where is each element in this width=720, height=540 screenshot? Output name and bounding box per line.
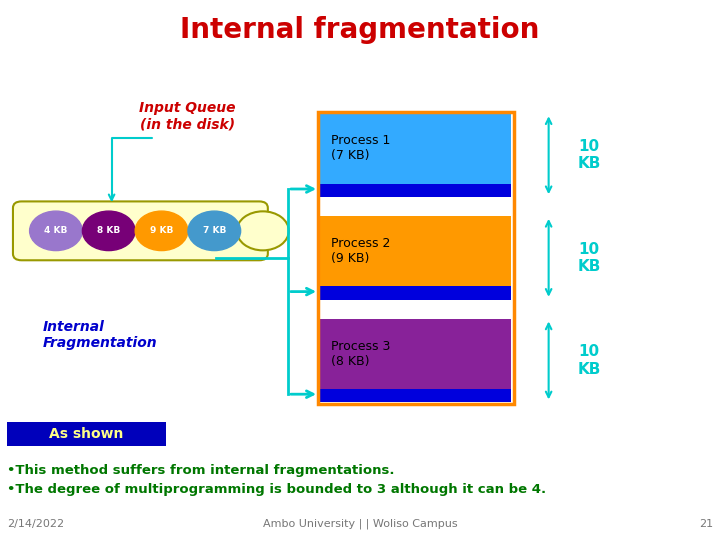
Text: Internal fragmentation: Internal fragmentation <box>180 16 540 44</box>
Text: 9 KB: 9 KB <box>150 226 174 235</box>
Text: Input Queue
(in the disk): Input Queue (in the disk) <box>139 101 235 131</box>
FancyBboxPatch shape <box>13 201 268 260</box>
Text: •The degree of multiprogramming is bounded to 3 although it can be 4.: •The degree of multiprogramming is bound… <box>7 483 546 496</box>
Text: Ambo University | | Woliso Campus: Ambo University | | Woliso Campus <box>263 519 457 529</box>
Text: •This method suffers from internal fragmentations.: •This method suffers from internal fragm… <box>7 464 395 477</box>
Bar <box>7 422 166 446</box>
Bar <box>320 216 511 300</box>
Circle shape <box>30 211 82 251</box>
Circle shape <box>188 211 240 251</box>
Text: Process 1
(7 KB): Process 1 (7 KB) <box>331 134 390 163</box>
Text: As shown: As shown <box>49 427 124 441</box>
Circle shape <box>237 211 289 251</box>
Text: Process 2
(9 KB): Process 2 (9 KB) <box>331 237 390 265</box>
Circle shape <box>82 211 135 251</box>
Bar <box>320 184 511 197</box>
Text: 10
KB: 10 KB <box>577 345 600 377</box>
Text: 10
KB: 10 KB <box>577 242 600 274</box>
Text: 7 KB: 7 KB <box>202 226 226 235</box>
Bar <box>320 286 511 300</box>
Bar <box>320 319 511 402</box>
Text: 21: 21 <box>698 519 713 529</box>
Circle shape <box>135 211 188 251</box>
Text: Process 3
(8 KB): Process 3 (8 KB) <box>331 340 390 368</box>
Text: 8 KB: 8 KB <box>97 226 120 235</box>
Bar <box>320 389 511 402</box>
Bar <box>318 112 514 404</box>
Text: 10
KB: 10 KB <box>577 139 600 172</box>
Text: 4 KB: 4 KB <box>44 226 68 235</box>
Text: Internal
Fragmentation: Internal Fragmentation <box>43 320 158 350</box>
Text: 2/14/2022: 2/14/2022 <box>7 519 64 529</box>
Bar <box>320 113 511 197</box>
